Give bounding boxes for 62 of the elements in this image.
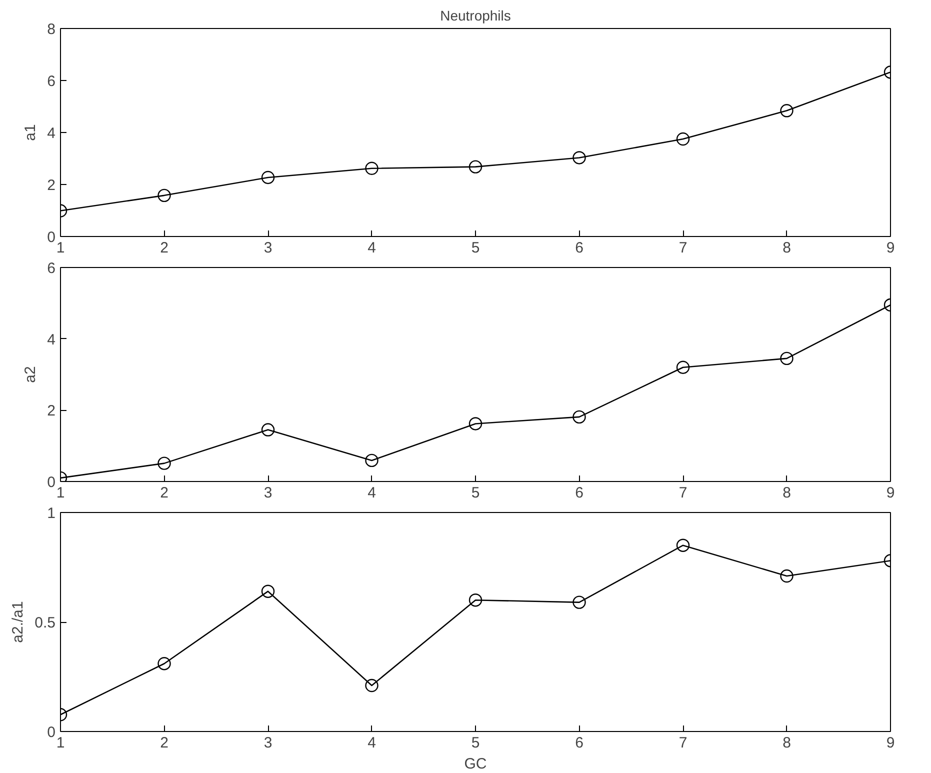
x-tick-label: 2 xyxy=(160,734,168,752)
y-tick-label: 2 xyxy=(47,177,56,194)
point xyxy=(468,417,482,430)
x-tick-label: 5 xyxy=(471,240,480,256)
x-tick-label: 7 xyxy=(678,734,688,752)
x-tick-label: 8 xyxy=(782,484,791,502)
y-tick-label: 1 xyxy=(47,505,56,522)
x-axis-title: GC xyxy=(464,756,487,772)
x-tick-label: 8 xyxy=(782,240,791,256)
y-tick-label: 2 xyxy=(47,402,56,420)
y-tick-label: 0 xyxy=(47,229,56,246)
x-tick-label: 6 xyxy=(575,484,584,502)
y-tick-label: 4 xyxy=(47,125,56,142)
point xyxy=(676,538,690,552)
x-tick-label: 9 xyxy=(886,734,895,752)
point xyxy=(468,160,482,174)
x-tick-label: 4 xyxy=(368,484,376,502)
y-tick-label: 6 xyxy=(47,73,56,90)
y-axis-title: a2 xyxy=(22,366,40,383)
point xyxy=(468,594,482,607)
point xyxy=(261,584,275,598)
y-tick-label: 8 xyxy=(47,21,56,38)
y-axis-title: a2./a1 xyxy=(10,601,27,643)
point xyxy=(676,360,690,374)
point xyxy=(780,104,794,118)
point xyxy=(572,596,586,609)
point xyxy=(158,188,171,202)
x-tick-label: 7 xyxy=(678,240,688,256)
point xyxy=(261,423,275,436)
y-tick-label: 6 xyxy=(47,260,56,277)
x-tick-label: 3 xyxy=(264,734,272,752)
y-axis-title: a1 xyxy=(22,124,40,141)
x-tick-label: 8 xyxy=(782,734,791,752)
y-tick-label: 0.5 xyxy=(34,614,56,632)
x-tick-label: 3 xyxy=(264,484,272,502)
y-tick-label: 0 xyxy=(47,724,56,741)
point xyxy=(676,132,690,146)
x-tick-label: 7 xyxy=(678,484,688,502)
point xyxy=(780,352,794,366)
y-tick-label: 0 xyxy=(47,474,56,491)
x-tick-label: 6 xyxy=(575,734,584,752)
point xyxy=(158,657,171,670)
point xyxy=(365,678,378,692)
x-tick-label: 3 xyxy=(264,240,272,256)
point xyxy=(572,151,586,164)
x-tick-label: 5 xyxy=(471,484,480,502)
point xyxy=(365,162,378,175)
y-tick-label: 4 xyxy=(47,331,56,348)
x-tick-label: 4 xyxy=(368,734,376,752)
x-tick-label: 5 xyxy=(471,734,480,752)
point xyxy=(365,454,378,468)
x-tick-label: 4 xyxy=(368,240,376,256)
point xyxy=(158,456,171,470)
x-tick-label: 2 xyxy=(160,484,168,502)
x-tick-label: 9 xyxy=(886,484,895,502)
x-tick-label: 2 xyxy=(160,240,168,256)
x-tick-label: 9 xyxy=(886,240,895,256)
x-tick-label: 6 xyxy=(575,240,584,256)
point xyxy=(572,410,586,424)
point xyxy=(261,170,275,184)
chart-title: Neutrophils xyxy=(440,8,511,24)
point xyxy=(780,569,794,583)
